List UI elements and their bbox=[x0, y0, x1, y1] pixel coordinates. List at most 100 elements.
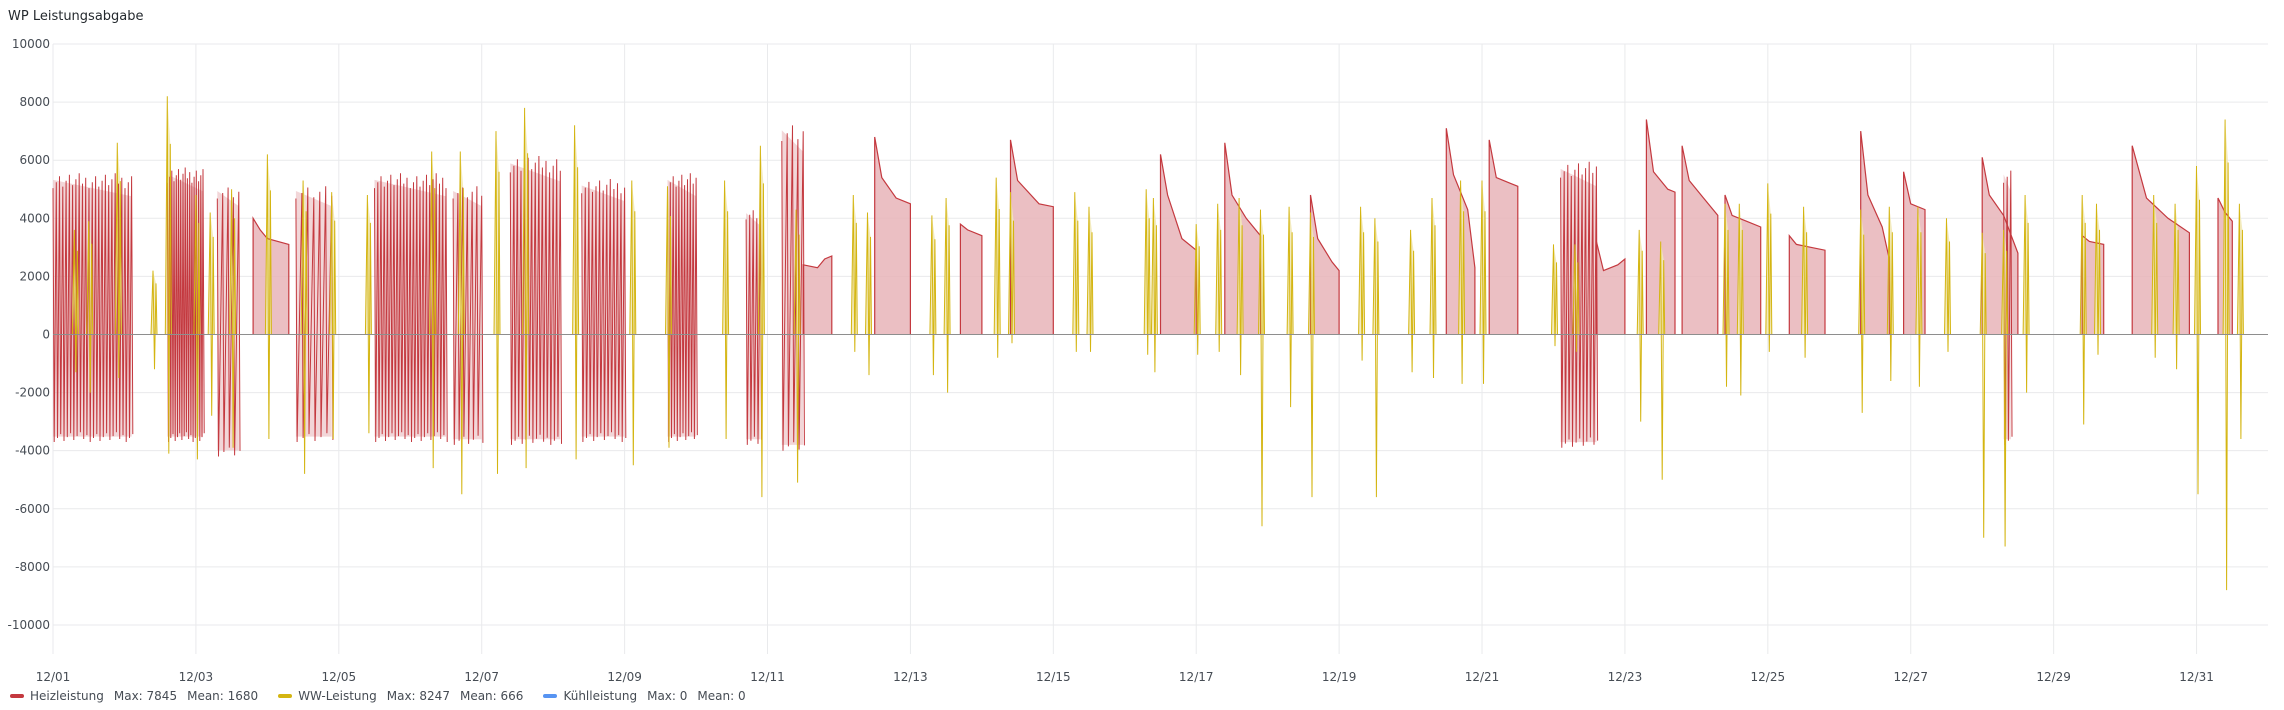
x-tick-label: 12/31 bbox=[2179, 670, 2214, 684]
ww-leistung-line bbox=[850, 194, 858, 352]
heizleistung-line bbox=[1681, 145, 1719, 335]
y-tick-label: 6000 bbox=[19, 153, 50, 167]
ww-leistung-line bbox=[1801, 206, 1809, 358]
legend-swatch-kuehlleistung bbox=[543, 694, 558, 698]
ww-leistung-line bbox=[2194, 165, 2201, 495]
ww-leistung-line bbox=[1658, 241, 1666, 480]
heizleistung-burst-line bbox=[509, 155, 562, 445]
ww-leistung-line bbox=[522, 107, 530, 469]
heizleistung-area bbox=[803, 256, 832, 335]
ww-leistung-line bbox=[1551, 244, 1558, 347]
y-tick-label: 8000 bbox=[19, 95, 50, 109]
legend-label: WW-Leistung bbox=[298, 689, 377, 703]
ww-leistung-line bbox=[1086, 206, 1094, 352]
x-tick-label: 12/11 bbox=[750, 670, 785, 684]
y-tick-label: 0 bbox=[42, 327, 50, 341]
ww-leistung-line bbox=[2236, 203, 2244, 440]
heizleistung-line bbox=[1645, 119, 1676, 335]
heizleistung-area bbox=[1682, 145, 1718, 335]
axis-layer: 10000 8000 6000 4000 2000 0 -2000 -4000 -6000 -80… bbox=[7, 37, 2268, 684]
ww-leistung-line bbox=[1215, 203, 1223, 352]
heizleistung-line bbox=[1903, 171, 1926, 335]
x-tick-label: 12/13 bbox=[893, 670, 928, 684]
ww-leistung-line bbox=[164, 96, 172, 454]
ww-leistung-line bbox=[993, 177, 1001, 358]
ww-leistung-line bbox=[665, 186, 672, 448]
ww-leistung-line bbox=[1765, 183, 1773, 352]
ww-leistung-line bbox=[71, 229, 79, 373]
heizleistung-line bbox=[802, 255, 833, 335]
ww-leistung-line bbox=[722, 180, 730, 440]
legend-item-kuehlleistung[interactable]: Kühlleistung Max: 0 Mean: 0 bbox=[543, 689, 755, 703]
heizleistung-burst-line bbox=[745, 210, 763, 445]
heizleistung-area bbox=[1310, 195, 1340, 335]
legend-swatch-heizleistung bbox=[10, 694, 24, 698]
x-tick-label: 12/17 bbox=[1179, 670, 1214, 684]
heizleistung-line bbox=[252, 216, 290, 335]
x-tick-label: 12/15 bbox=[1036, 670, 1071, 684]
ww-leistung-line bbox=[1258, 209, 1265, 527]
y-tick-label: 4000 bbox=[19, 211, 50, 225]
ww-leistung-line bbox=[1358, 206, 1366, 361]
ww-leistung-line bbox=[1944, 218, 1951, 352]
heizleistung-burst-line bbox=[781, 125, 805, 451]
ww-leistung-line bbox=[1915, 206, 1923, 387]
ww-leistung-line bbox=[1572, 244, 1580, 352]
ww-leistung-line bbox=[1150, 197, 1158, 373]
ww-leistung-line bbox=[2022, 194, 2030, 393]
heizleistung-line bbox=[959, 222, 983, 335]
ww-leistung-line bbox=[2079, 194, 2087, 425]
x-tick-label: 12/03 bbox=[179, 670, 214, 684]
legend-mean: Mean: 1680 bbox=[187, 689, 259, 703]
x-tick-label: 12/23 bbox=[1608, 670, 1643, 684]
panel-title[interactable]: WP Leistungsabgabe bbox=[8, 9, 144, 24]
ww-leistung-line bbox=[1286, 206, 1294, 408]
ww-leistung-line bbox=[629, 180, 637, 466]
x-tick-label: 12/05 bbox=[322, 670, 357, 684]
ww-leistung-line bbox=[1143, 189, 1151, 355]
legend-max: Max: 8247 bbox=[386, 689, 450, 703]
heizleistung-burst-line bbox=[216, 187, 241, 457]
heizleistung-area bbox=[960, 224, 982, 335]
legend-max: Max: 0 bbox=[647, 689, 688, 703]
ww-leistung-line bbox=[1193, 224, 1201, 355]
heizleistung-line bbox=[1488, 139, 1519, 335]
heizleistung-burst-line bbox=[1560, 161, 1599, 448]
heizleistung-line bbox=[874, 136, 911, 335]
ww-leistung-line bbox=[2094, 203, 2101, 355]
y-tick-label: 2000 bbox=[19, 269, 50, 283]
ww-leistung-line bbox=[1736, 203, 1744, 396]
ww-leistung-line bbox=[2001, 229, 2009, 547]
heizleistung-area bbox=[1860, 131, 1890, 335]
ww-leistung-line bbox=[264, 154, 272, 440]
ww-leistung-line bbox=[572, 125, 580, 460]
ww-leistung-line bbox=[1008, 192, 1015, 344]
ww-leistung-line bbox=[1372, 218, 1380, 498]
ww-leistung-line bbox=[1236, 197, 1244, 376]
legend: Heizleistung Max: 7845 Mean: 1680 WW-Lei… bbox=[10, 689, 766, 703]
ww-leistung-line bbox=[2222, 119, 2230, 591]
ww-leistung-line bbox=[1308, 212, 1315, 498]
legend-item-heizleistung[interactable]: Heizleistung Max: 7845 Mean: 1680 bbox=[10, 689, 268, 703]
ww-leistung-line bbox=[2151, 194, 2159, 358]
y-tick-label: -2000 bbox=[15, 386, 50, 400]
legend-item-ww-leistung[interactable]: WW-Leistung Max: 8247 Mean: 666 bbox=[278, 689, 533, 703]
x-tick-label: 12/09 bbox=[607, 670, 642, 684]
ww-leistung-line bbox=[1072, 192, 1080, 352]
x-tick-label: 12/01 bbox=[36, 670, 71, 684]
ww-leistung-line bbox=[193, 194, 201, 460]
ww-leistung-line bbox=[1636, 229, 1644, 422]
y-tick-label: -4000 bbox=[15, 444, 50, 458]
y-tick-label: -8000 bbox=[15, 560, 50, 574]
x-tick-label: 12/07 bbox=[464, 670, 499, 684]
x-tick-label: 12/21 bbox=[1465, 670, 1500, 684]
ww-leistung-line bbox=[114, 142, 122, 379]
ww-leistung-line bbox=[1979, 232, 1987, 538]
y-tick-label: -6000 bbox=[15, 502, 50, 516]
ww-leistung-line bbox=[229, 189, 237, 448]
x-tick-label: 12/29 bbox=[2036, 670, 2071, 684]
ww-leistung-line bbox=[793, 209, 801, 483]
heizleistung-area bbox=[874, 137, 911, 335]
